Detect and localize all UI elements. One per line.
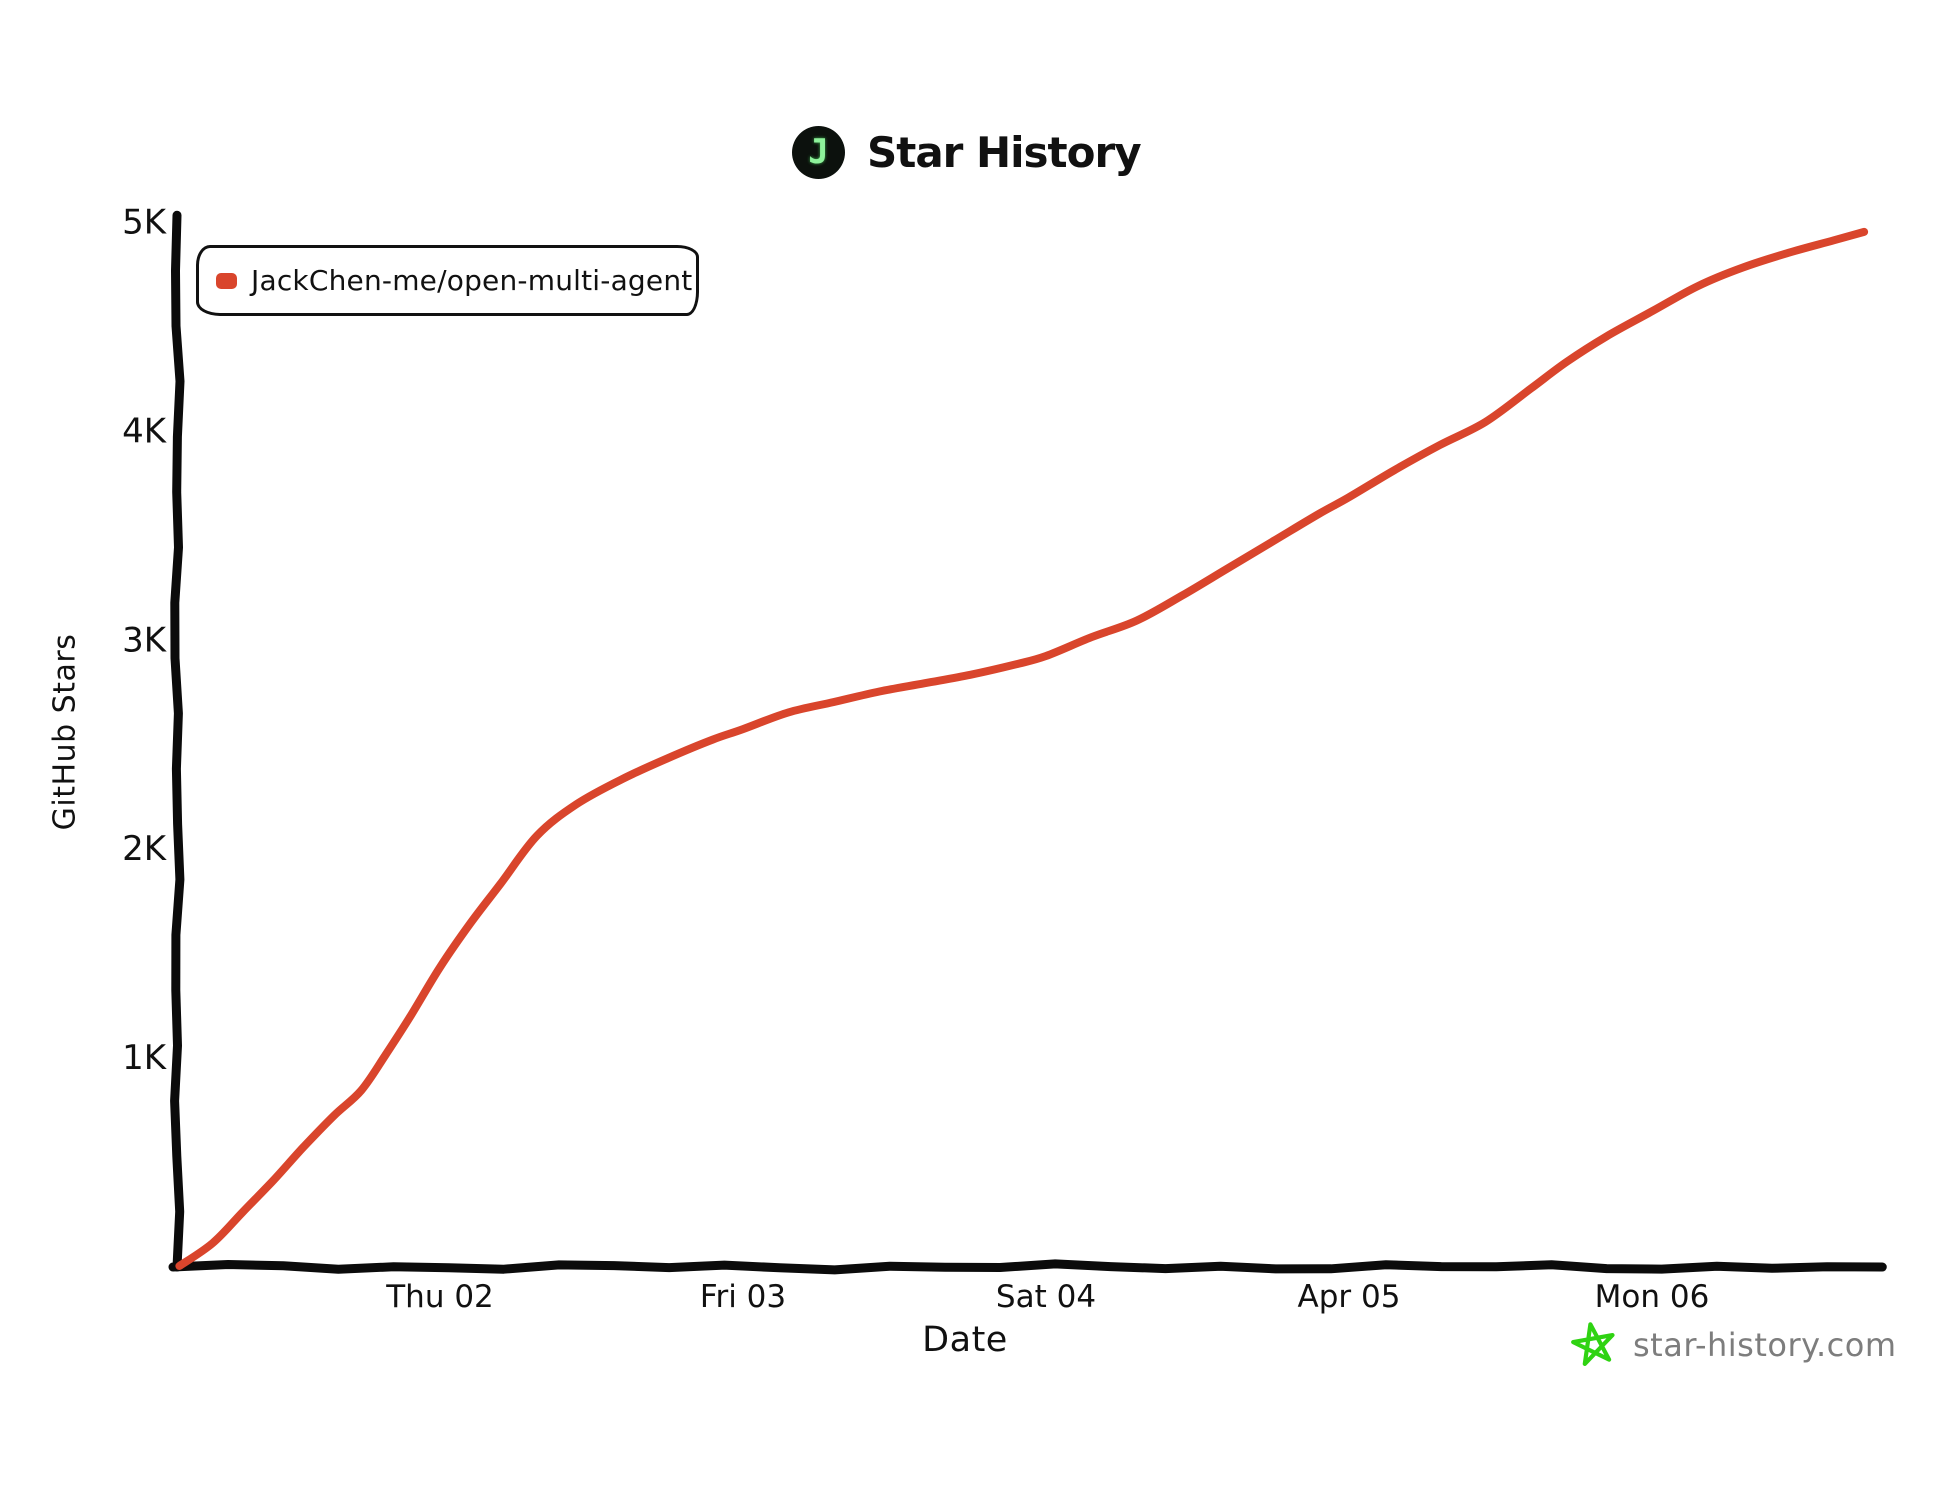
legend[interactable]: JackChen-me/open-multi-agent (196, 245, 699, 316)
series-line (175, 227, 1869, 1270)
y-tick-label: 2K (122, 829, 168, 869)
x-tick-label: Thu 02 (385, 1279, 494, 1315)
y-tick-label: 5K (122, 203, 168, 243)
series-marker-icon (216, 272, 237, 289)
star-icon (1571, 1322, 1615, 1366)
series-name: JackChen-me/open-multi-agent (251, 264, 693, 297)
x-axis-title: Date (922, 1320, 1008, 1360)
y-tick-label: 4K (122, 411, 168, 451)
watermark-text: star-history.com (1633, 1325, 1897, 1364)
y-tick-label: 3K (122, 620, 168, 660)
y-axis-line (170, 210, 185, 1272)
chart-header: J Star History (792, 126, 1142, 179)
logo-letter: J (808, 131, 829, 172)
x-tick-label: Sat 04 (996, 1279, 1096, 1315)
x-axis-line (168, 1259, 1887, 1275)
x-tick-label: Fri 03 (700, 1279, 786, 1315)
y-tick-label: 1K (122, 1038, 168, 1078)
watermark[interactable]: star-history.com (1571, 1320, 1897, 1369)
star-history-logo-icon: J (792, 126, 845, 179)
x-tick-label: Apr 05 (1298, 1279, 1401, 1315)
page-title: Star History (867, 128, 1142, 177)
x-tick-label: Mon 06 (1595, 1279, 1710, 1315)
